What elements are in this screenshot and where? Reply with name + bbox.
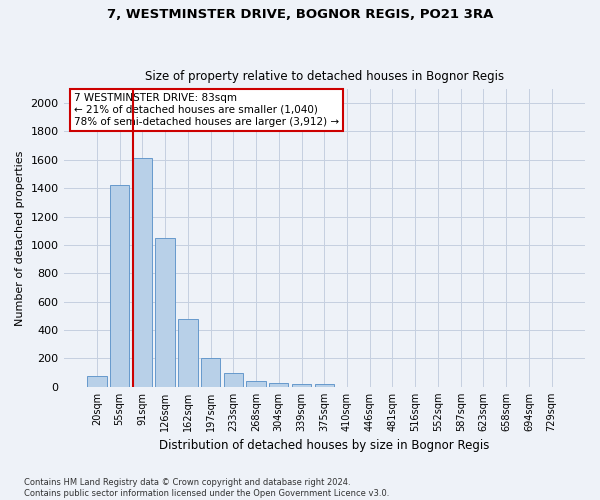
Title: Size of property relative to detached houses in Bognor Regis: Size of property relative to detached ho… (145, 70, 504, 84)
Bar (178, 318, 197, 387)
Bar (133, 158, 152, 387)
Bar (201, 358, 220, 387)
Bar (314, 384, 334, 387)
X-axis label: Distribution of detached houses by size in Bognor Regis: Distribution of detached houses by size … (159, 440, 490, 452)
Bar (247, 381, 266, 387)
Bar (292, 384, 311, 387)
Text: 7 WESTMINSTER DRIVE: 83sqm
← 21% of detached houses are smaller (1,040)
78% of s: 7 WESTMINSTER DRIVE: 83sqm ← 21% of deta… (74, 94, 339, 126)
Text: Contains HM Land Registry data © Crown copyright and database right 2024.
Contai: Contains HM Land Registry data © Crown c… (24, 478, 389, 498)
Text: 7, WESTMINSTER DRIVE, BOGNOR REGIS, PO21 3RA: 7, WESTMINSTER DRIVE, BOGNOR REGIS, PO21… (107, 8, 493, 20)
Bar (110, 186, 130, 387)
Y-axis label: Number of detached properties: Number of detached properties (15, 150, 25, 326)
Bar (155, 238, 175, 387)
Bar (87, 376, 107, 387)
Bar (269, 382, 289, 387)
Bar (224, 372, 243, 387)
